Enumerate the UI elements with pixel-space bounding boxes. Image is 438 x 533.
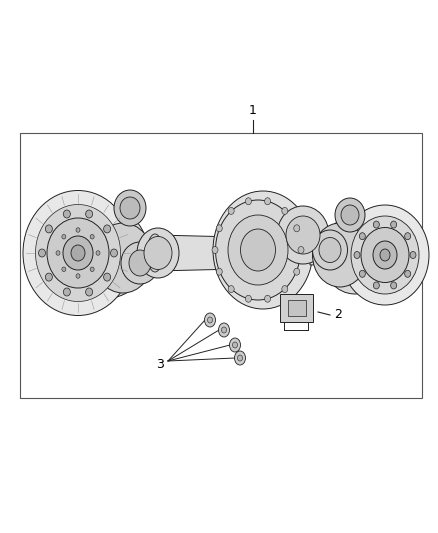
Ellipse shape	[341, 205, 359, 225]
Ellipse shape	[237, 355, 243, 361]
Ellipse shape	[354, 252, 360, 259]
Ellipse shape	[64, 288, 71, 296]
Ellipse shape	[39, 249, 46, 257]
Ellipse shape	[222, 327, 226, 333]
Ellipse shape	[391, 221, 397, 228]
Ellipse shape	[286, 216, 320, 254]
Ellipse shape	[90, 267, 94, 271]
Ellipse shape	[46, 273, 53, 281]
Ellipse shape	[265, 198, 271, 205]
Ellipse shape	[23, 190, 133, 316]
Ellipse shape	[294, 268, 300, 275]
Ellipse shape	[96, 251, 100, 255]
Ellipse shape	[391, 282, 397, 289]
Ellipse shape	[319, 238, 341, 262]
Ellipse shape	[410, 252, 416, 259]
Ellipse shape	[62, 235, 66, 239]
Ellipse shape	[64, 210, 71, 218]
Ellipse shape	[56, 251, 60, 255]
Ellipse shape	[231, 236, 245, 270]
Ellipse shape	[62, 267, 66, 271]
Ellipse shape	[129, 250, 151, 276]
Ellipse shape	[216, 268, 222, 275]
Ellipse shape	[219, 323, 230, 337]
Ellipse shape	[335, 198, 365, 232]
Ellipse shape	[147, 234, 163, 272]
Ellipse shape	[359, 270, 365, 277]
Ellipse shape	[90, 235, 94, 239]
Text: 2: 2	[334, 309, 342, 321]
Polygon shape	[155, 235, 238, 271]
Ellipse shape	[282, 286, 288, 293]
Ellipse shape	[71, 245, 85, 261]
Ellipse shape	[228, 286, 234, 293]
Ellipse shape	[137, 228, 179, 278]
Ellipse shape	[351, 216, 419, 294]
Ellipse shape	[405, 270, 411, 277]
Ellipse shape	[298, 246, 304, 254]
Ellipse shape	[76, 274, 80, 278]
Ellipse shape	[341, 205, 429, 305]
Ellipse shape	[321, 216, 389, 294]
Ellipse shape	[312, 230, 347, 270]
Ellipse shape	[213, 191, 313, 309]
Ellipse shape	[240, 229, 276, 271]
Ellipse shape	[228, 207, 234, 214]
Ellipse shape	[205, 313, 215, 327]
Ellipse shape	[104, 225, 111, 233]
Ellipse shape	[228, 215, 288, 285]
Ellipse shape	[380, 249, 390, 261]
Polygon shape	[280, 294, 313, 322]
Ellipse shape	[212, 246, 218, 254]
Ellipse shape	[35, 205, 120, 302]
Ellipse shape	[120, 197, 140, 219]
Ellipse shape	[46, 225, 53, 233]
Ellipse shape	[121, 242, 159, 284]
Ellipse shape	[373, 282, 379, 289]
Ellipse shape	[359, 233, 365, 240]
Ellipse shape	[85, 288, 92, 296]
Ellipse shape	[85, 210, 92, 218]
Ellipse shape	[282, 207, 288, 214]
Ellipse shape	[312, 223, 367, 287]
Ellipse shape	[234, 351, 246, 365]
Ellipse shape	[361, 228, 409, 282]
Ellipse shape	[294, 225, 300, 232]
Ellipse shape	[47, 218, 109, 288]
Ellipse shape	[265, 295, 271, 302]
Ellipse shape	[373, 221, 379, 228]
Ellipse shape	[215, 200, 300, 300]
Ellipse shape	[230, 338, 240, 352]
Ellipse shape	[373, 241, 397, 269]
Ellipse shape	[405, 233, 411, 240]
Text: 1: 1	[249, 103, 257, 117]
Ellipse shape	[144, 237, 172, 270]
Bar	[20, 133, 422, 398]
Ellipse shape	[104, 273, 111, 281]
Text: 3: 3	[156, 359, 164, 372]
Ellipse shape	[93, 223, 153, 293]
Ellipse shape	[216, 225, 222, 232]
Ellipse shape	[110, 249, 117, 257]
Polygon shape	[308, 241, 310, 259]
Ellipse shape	[245, 295, 251, 302]
Ellipse shape	[208, 317, 212, 323]
Ellipse shape	[68, 208, 148, 298]
Ellipse shape	[233, 342, 237, 348]
Ellipse shape	[277, 206, 329, 264]
Polygon shape	[288, 300, 306, 316]
Ellipse shape	[114, 190, 146, 226]
Ellipse shape	[63, 236, 93, 270]
Polygon shape	[310, 235, 355, 265]
Ellipse shape	[245, 198, 251, 205]
Ellipse shape	[76, 228, 80, 232]
